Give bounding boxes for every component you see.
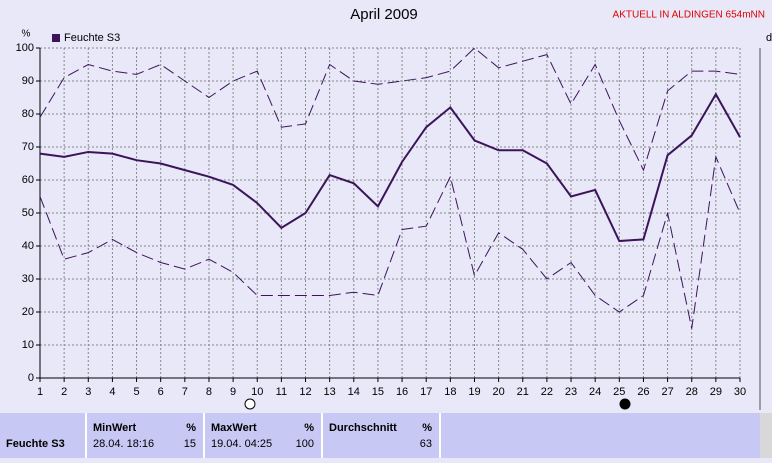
scrollbar [760, 413, 772, 458]
x-tick-label: 6 [158, 386, 164, 398]
x-tick-label: 27 [661, 386, 673, 398]
data-line [39, 47, 741, 172]
column-header: MaxWert [211, 422, 257, 434]
cell-value: 100 [296, 438, 314, 450]
x-tick-label: 19 [468, 386, 480, 398]
column-unit: % [422, 422, 432, 434]
x-tick-label: 4 [109, 386, 115, 398]
moon-icon [244, 398, 256, 410]
column-unit: % [186, 422, 196, 434]
x-tick-label: 22 [541, 386, 553, 398]
x-tick-label: 7 [182, 386, 188, 398]
column-unit: % [304, 422, 314, 434]
y-tick-label: 0 [28, 372, 34, 384]
y-tick-label: 30 [22, 273, 34, 285]
moon-icon [619, 398, 631, 410]
x-tick-label: 20 [492, 386, 504, 398]
x-tick-label: 13 [324, 386, 336, 398]
y-tick-label: 10 [22, 339, 34, 351]
x-tick-label: 28 [686, 386, 698, 398]
x-tick-label: 8 [206, 386, 212, 398]
chart-title: April 2009 [350, 6, 418, 23]
x-tick-label: 29 [710, 386, 722, 398]
y-tick-label: 80 [22, 108, 34, 120]
row-label: Feuchte S3 [6, 438, 65, 450]
x-tick-label: 3 [85, 386, 91, 398]
x-tick-label: 15 [372, 386, 384, 398]
legend-swatch [52, 34, 60, 42]
x-tick-label: 2 [61, 386, 67, 398]
x-tick-label: 24 [589, 386, 601, 398]
x-tick-label: 25 [613, 386, 625, 398]
annotation: AKTUELL IN ALDINGEN 654mNN [613, 10, 765, 21]
x-tick-label: 18 [444, 386, 456, 398]
x-tick-label: 16 [396, 386, 408, 398]
right-label: d [766, 32, 772, 44]
column-header: Durchschnitt [329, 422, 397, 434]
x-tick-label: 5 [133, 386, 139, 398]
x-tick-label: 10 [251, 386, 263, 398]
cell-time: 28.04. 18:16 [93, 438, 154, 450]
y-tick-label: 50 [22, 207, 34, 219]
x-tick-label: 21 [517, 386, 529, 398]
data-line [39, 92, 741, 243]
x-tick-label: 23 [565, 386, 577, 398]
y-tick-label: 100 [16, 42, 34, 54]
y-tick-label: 40 [22, 240, 34, 252]
y-axis-label: % [22, 29, 31, 40]
cell-value: 15 [184, 438, 196, 450]
y-tick-label: 60 [22, 174, 34, 186]
y-tick-label: 70 [22, 141, 34, 153]
x-tick-label: 9 [230, 386, 236, 398]
y-tick-label: 90 [22, 75, 34, 87]
x-tick-label: 30 [734, 386, 746, 398]
x-tick-label: 17 [420, 386, 432, 398]
x-tick-label: 11 [276, 386, 287, 398]
x-tick-label: 26 [637, 386, 649, 398]
x-tick-label: 12 [299, 386, 311, 398]
x-tick-label: 1 [37, 386, 43, 398]
stats-table [0, 413, 760, 458]
legend-label: Feuchte S3 [64, 32, 120, 44]
x-tick-label: 14 [348, 386, 360, 398]
y-tick-label: 20 [22, 306, 34, 318]
cell-time: 19.04. 04:25 [211, 438, 272, 450]
column-header: MinWert [93, 422, 137, 434]
cell-value: 63 [420, 438, 432, 450]
